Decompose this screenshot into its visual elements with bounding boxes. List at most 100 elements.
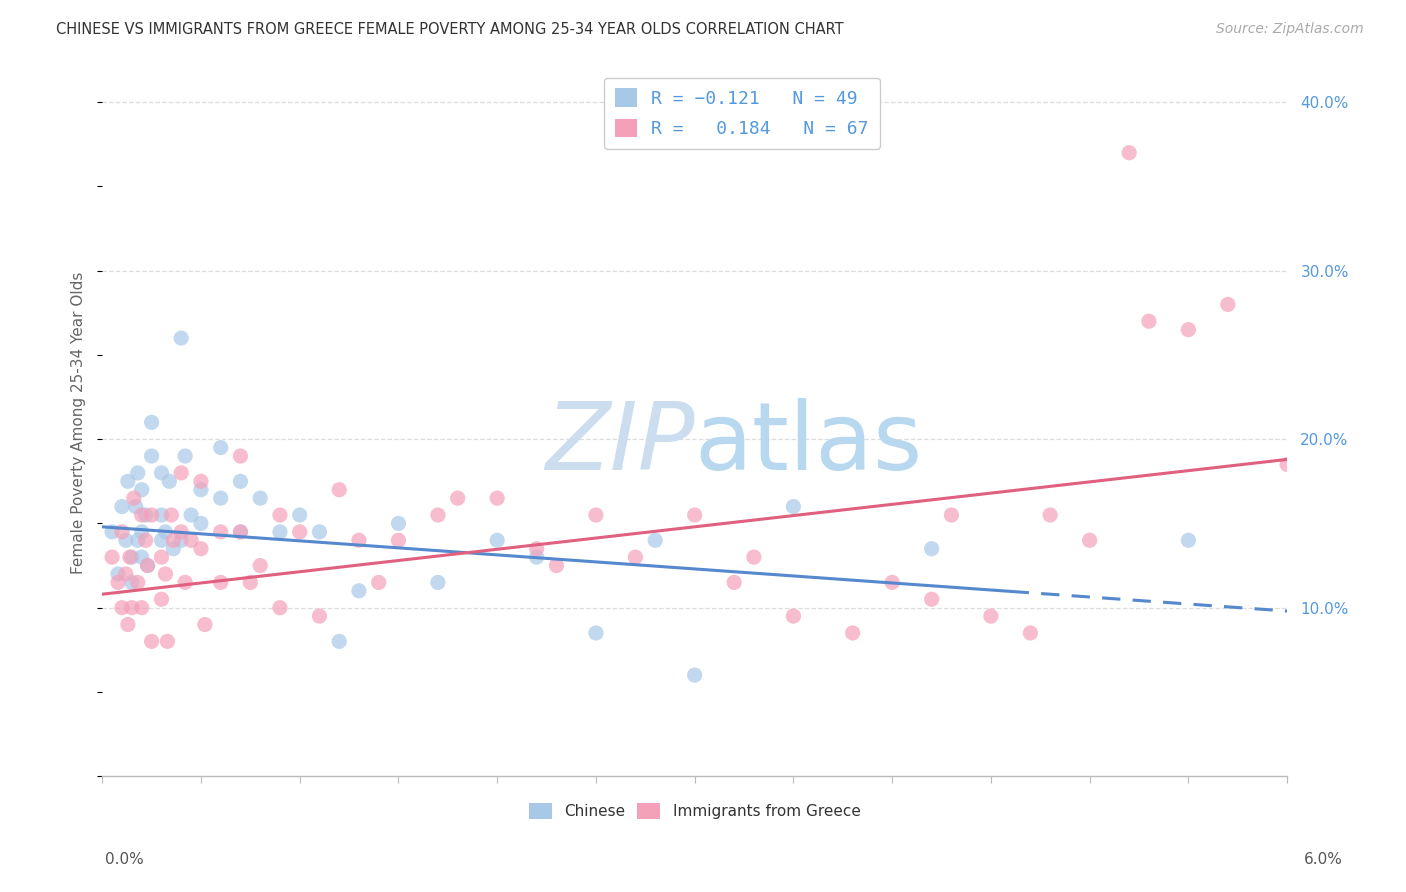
Point: [921, 592, 943, 607]
Point: [111, 600, 134, 615]
Point: [782, 609, 804, 624]
Point: [229, 449, 252, 463]
Point: [174, 575, 197, 590]
Point: [101, 550, 124, 565]
Point: [190, 516, 212, 531]
Point: [180, 533, 202, 548]
Point: [135, 533, 157, 548]
Point: [229, 524, 252, 539]
Point: [782, 500, 804, 514]
Point: [194, 617, 217, 632]
Text: ZIP: ZIP: [546, 398, 695, 489]
Point: [209, 575, 232, 590]
Point: [209, 491, 232, 505]
Point: [141, 634, 163, 648]
Point: [141, 508, 163, 522]
Point: [841, 626, 863, 640]
Point: [122, 491, 145, 505]
Point: [367, 575, 389, 590]
Text: CHINESE VS IMMIGRANTS FROM GREECE FEMALE POVERTY AMONG 25-34 YEAR OLDS CORRELATI: CHINESE VS IMMIGRANTS FROM GREECE FEMALE…: [56, 22, 844, 37]
Point: [190, 483, 212, 497]
Point: [115, 566, 138, 581]
Point: [269, 524, 291, 539]
Point: [486, 491, 509, 505]
Point: [136, 558, 159, 573]
Point: [486, 533, 509, 548]
Point: [150, 508, 173, 522]
Point: [131, 524, 153, 539]
Point: [1078, 533, 1101, 548]
Point: [170, 466, 193, 480]
Point: [1177, 323, 1199, 337]
Point: [288, 508, 311, 522]
Point: [170, 533, 193, 548]
Point: [162, 533, 184, 548]
Point: [723, 575, 745, 590]
Point: [980, 609, 1002, 624]
Y-axis label: Female Poverty Among 25-34 Year Olds: Female Poverty Among 25-34 Year Olds: [72, 271, 86, 574]
Point: [157, 475, 180, 489]
Point: [683, 508, 706, 522]
Legend: Chinese, Immigrants from Greece: Chinese, Immigrants from Greece: [523, 797, 866, 825]
Point: [229, 524, 252, 539]
Point: [585, 508, 607, 522]
Point: [526, 541, 548, 556]
Point: [121, 600, 143, 615]
Point: [347, 533, 370, 548]
Point: [127, 533, 149, 548]
Point: [308, 524, 330, 539]
Point: [1275, 458, 1298, 472]
Point: [127, 575, 149, 590]
Point: [1019, 626, 1042, 640]
Point: [585, 626, 607, 640]
Point: [115, 533, 138, 548]
Point: [190, 475, 212, 489]
Point: [644, 533, 666, 548]
Point: [117, 617, 139, 632]
Point: [118, 550, 141, 565]
Point: [308, 609, 330, 624]
Point: [111, 500, 134, 514]
Point: [150, 533, 173, 548]
Point: [141, 449, 163, 463]
Point: [209, 441, 232, 455]
Point: [162, 541, 184, 556]
Point: [239, 575, 262, 590]
Point: [882, 575, 904, 590]
Point: [150, 550, 173, 565]
Point: [107, 566, 129, 581]
Point: [447, 491, 470, 505]
Text: Source: ZipAtlas.com: Source: ZipAtlas.com: [1216, 22, 1364, 37]
Point: [190, 541, 212, 556]
Point: [742, 550, 765, 565]
Point: [249, 558, 271, 573]
Point: [131, 508, 153, 522]
Point: [347, 583, 370, 598]
Point: [1039, 508, 1062, 522]
Point: [526, 550, 548, 565]
Point: [1177, 533, 1199, 548]
Point: [288, 524, 311, 539]
Point: [426, 508, 449, 522]
Point: [156, 634, 179, 648]
Point: [269, 600, 291, 615]
Point: [131, 550, 153, 565]
Point: [125, 500, 148, 514]
Text: atlas: atlas: [695, 398, 922, 490]
Text: 6.0%: 6.0%: [1303, 852, 1343, 867]
Point: [121, 550, 143, 565]
Text: 0.0%: 0.0%: [105, 852, 145, 867]
Point: [328, 634, 350, 648]
Point: [387, 516, 409, 531]
Point: [269, 508, 291, 522]
Point: [150, 592, 173, 607]
Point: [135, 508, 157, 522]
Point: [426, 575, 449, 590]
Point: [170, 524, 193, 539]
Point: [1137, 314, 1160, 328]
Point: [180, 508, 202, 522]
Point: [136, 558, 159, 573]
Point: [170, 331, 193, 345]
Point: [209, 524, 232, 539]
Point: [249, 491, 271, 505]
